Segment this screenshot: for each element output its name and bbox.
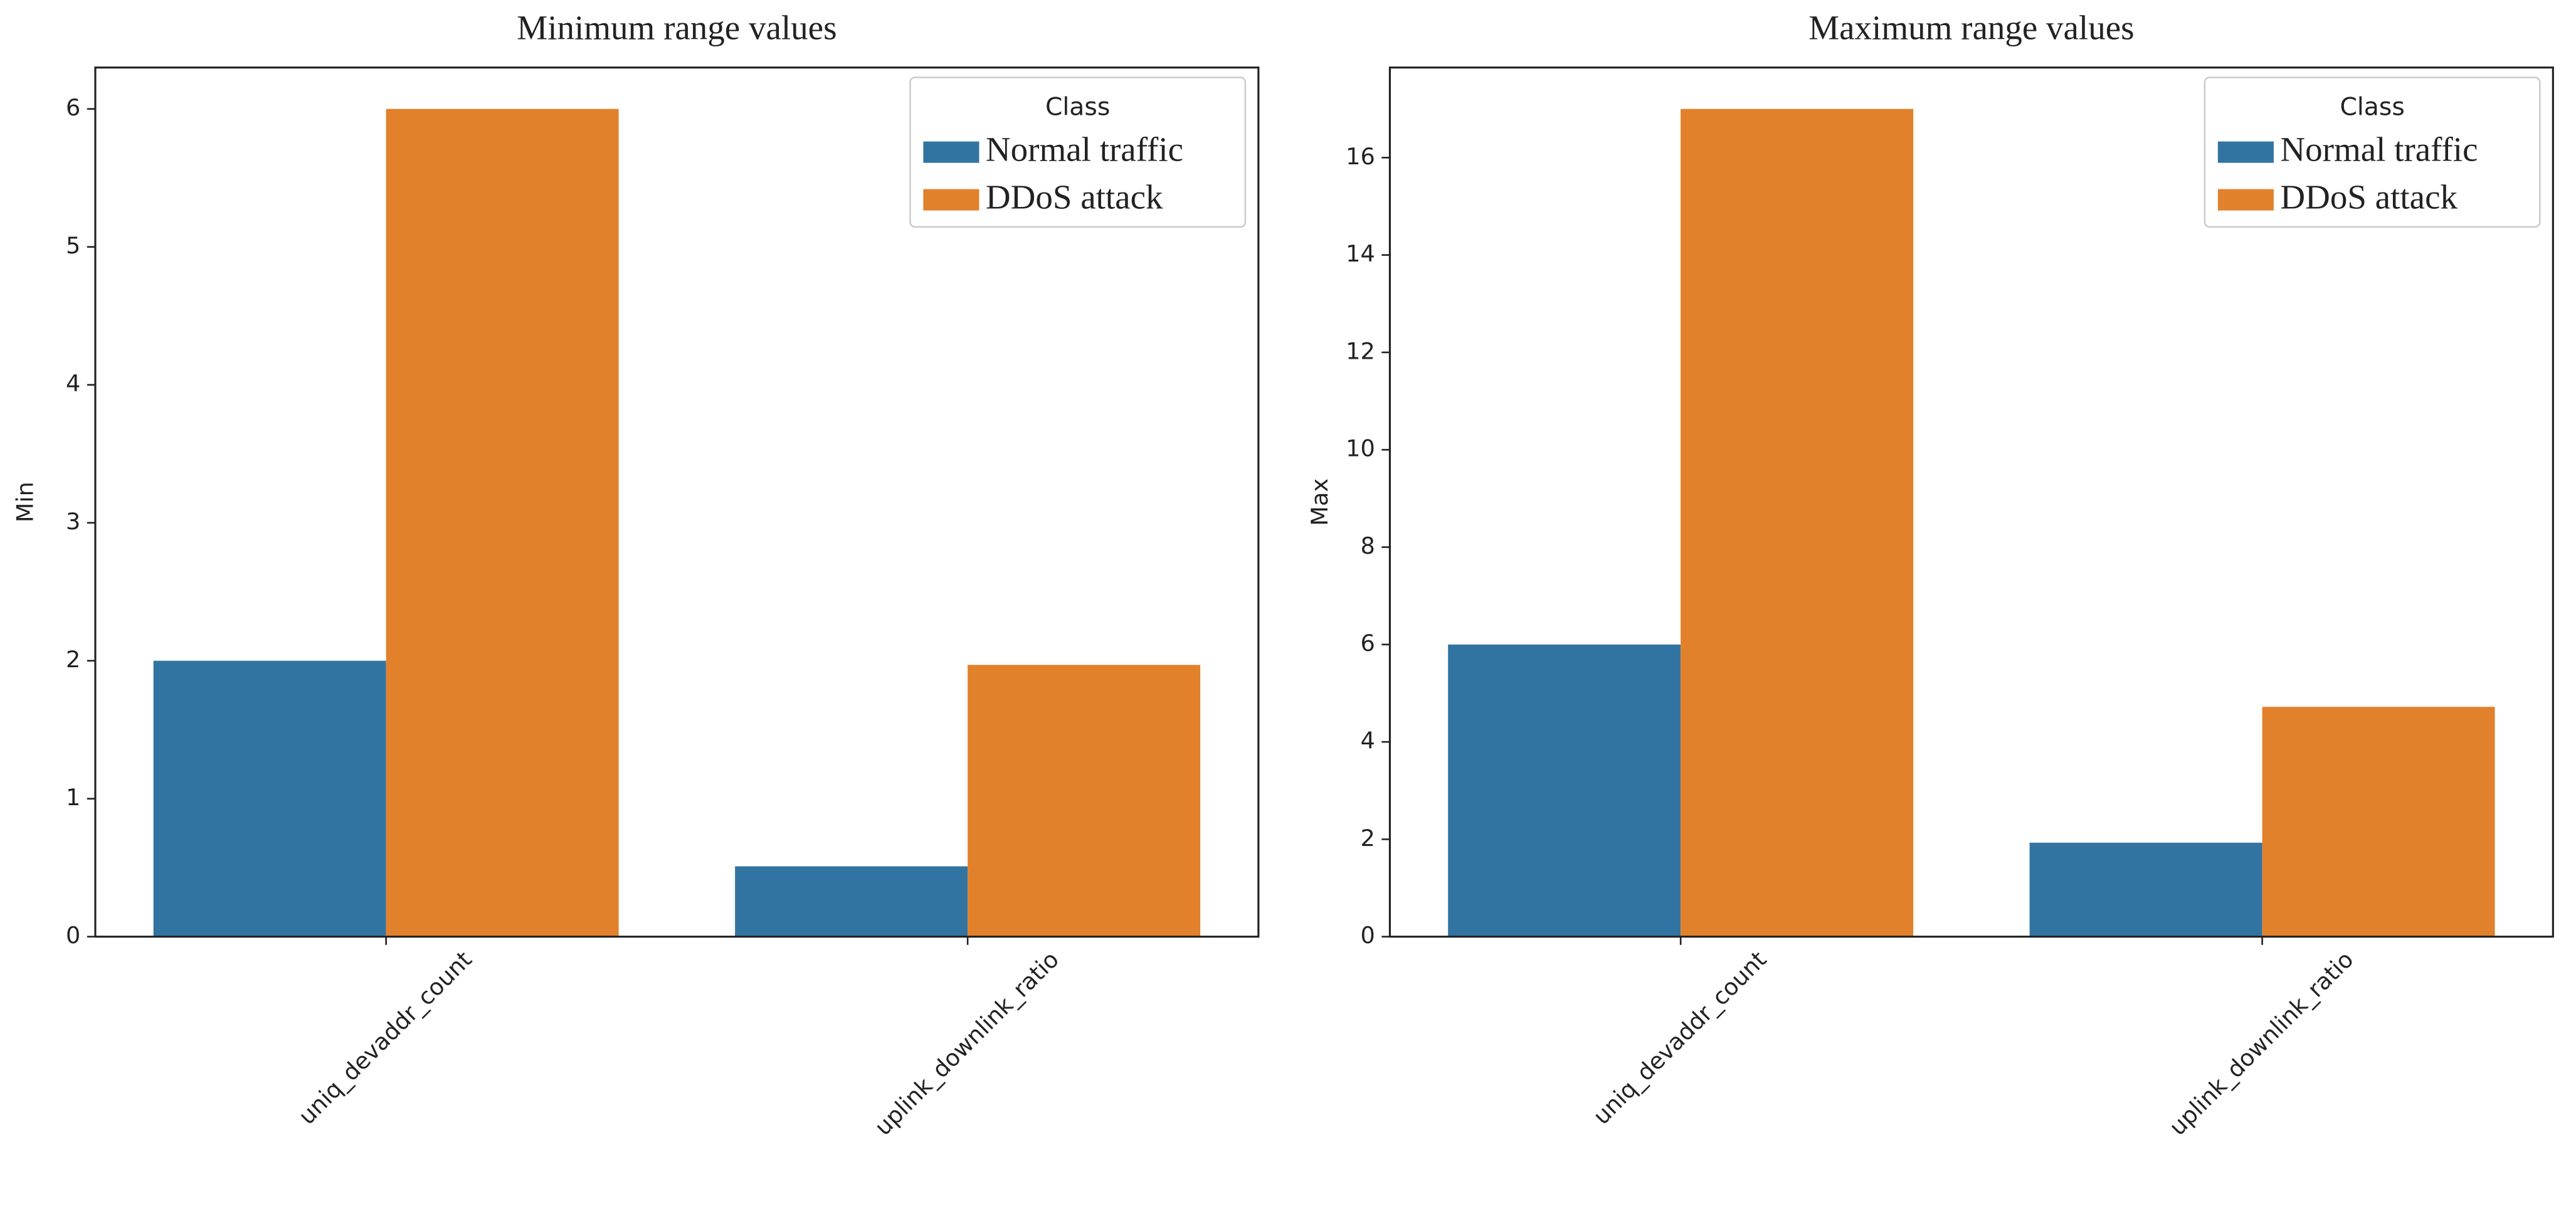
legend-swatch bbox=[923, 141, 979, 163]
y-tick-label: 12 bbox=[1346, 337, 1375, 364]
y-tick-label: 1 bbox=[66, 784, 80, 811]
legend-label: DDoS attack bbox=[986, 178, 1163, 216]
y-tick-label: 8 bbox=[1361, 532, 1375, 559]
bar bbox=[968, 665, 1201, 937]
legend-label: Normal traffic bbox=[2280, 130, 2478, 169]
x-tick-label: uplink_downlink_ratio bbox=[2164, 946, 2359, 1141]
y-tick-label: 10 bbox=[1346, 435, 1375, 462]
legend-title: Class bbox=[2340, 93, 2404, 122]
legend-swatch bbox=[2217, 141, 2274, 163]
legend-title: Class bbox=[1045, 93, 1110, 122]
legend-label: DDoS attack bbox=[2280, 178, 2457, 216]
y-axis-label: Min bbox=[11, 482, 38, 522]
bar bbox=[2262, 707, 2495, 937]
y-tick-label: 2 bbox=[66, 646, 80, 673]
legend-swatch bbox=[923, 189, 979, 211]
bar bbox=[735, 866, 968, 937]
y-tick-label: 0 bbox=[1361, 922, 1375, 949]
y-tick-label: 16 bbox=[1346, 143, 1375, 170]
legend-box bbox=[909, 77, 1247, 228]
y-axis-label: Max bbox=[1306, 478, 1333, 526]
bar bbox=[2029, 842, 2262, 937]
axes-frame bbox=[94, 66, 1260, 938]
y-tick-label: 3 bbox=[66, 508, 80, 535]
chart-title: Maximum range values bbox=[1808, 9, 2134, 47]
x-tick-label: uniq_devaddr_count bbox=[293, 946, 477, 1129]
y-tick-label: 4 bbox=[66, 370, 80, 397]
bar bbox=[153, 660, 386, 937]
y-tick-label: 5 bbox=[66, 232, 80, 259]
legend-box bbox=[2204, 77, 2541, 228]
y-tick-label: 14 bbox=[1346, 240, 1375, 267]
chart-title: Minimum range values bbox=[517, 9, 837, 47]
axes-frame bbox=[1388, 66, 2554, 938]
y-tick-label: 6 bbox=[1361, 630, 1375, 657]
legend-swatch bbox=[2217, 189, 2274, 211]
bar bbox=[1448, 644, 1681, 937]
x-tick-label: uniq_devaddr_count bbox=[1588, 946, 1771, 1129]
y-tick-label: 2 bbox=[1361, 825, 1375, 852]
bar bbox=[1681, 108, 1914, 937]
x-tick-label: uplink_downlink_ratio bbox=[869, 946, 1064, 1141]
y-tick-label: 6 bbox=[66, 94, 80, 121]
y-tick-label: 0 bbox=[66, 922, 80, 949]
legend-label: Normal traffic bbox=[986, 130, 1183, 169]
y-tick-label: 4 bbox=[1361, 727, 1375, 754]
bar bbox=[386, 108, 619, 937]
